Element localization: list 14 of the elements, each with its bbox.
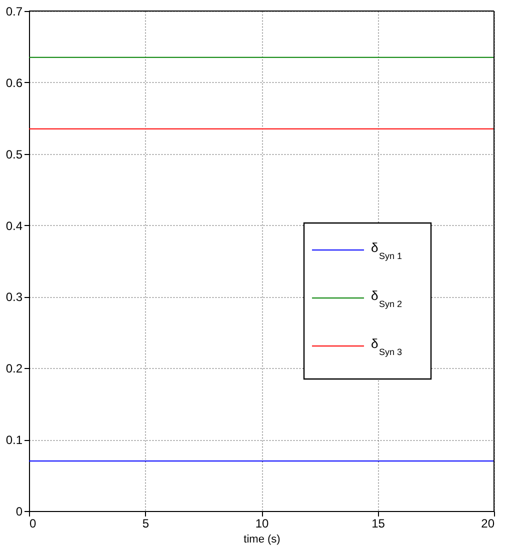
x-tick-label: 10 [255,516,269,530]
y-tick-label: 0.5 [6,147,23,162]
x-tick-label: 20 [481,516,495,530]
y-tick-label: 0.1 [6,433,23,448]
x-axis-title: time (s) [244,534,280,546]
y-tick-label: 0.4 [6,218,23,233]
y-tick-label: 0.6 [6,76,23,90]
x-tick-label: 5 [142,516,150,530]
y-tick-label: 0.7 [6,4,23,18]
y-tick-label: 0.3 [6,290,23,304]
x-tick-label: 15 [372,516,386,530]
y-tick-label: 0.2 [6,362,23,376]
x-tick-label: 0 [30,516,36,530]
y-tick-label: 0 [16,504,23,518]
